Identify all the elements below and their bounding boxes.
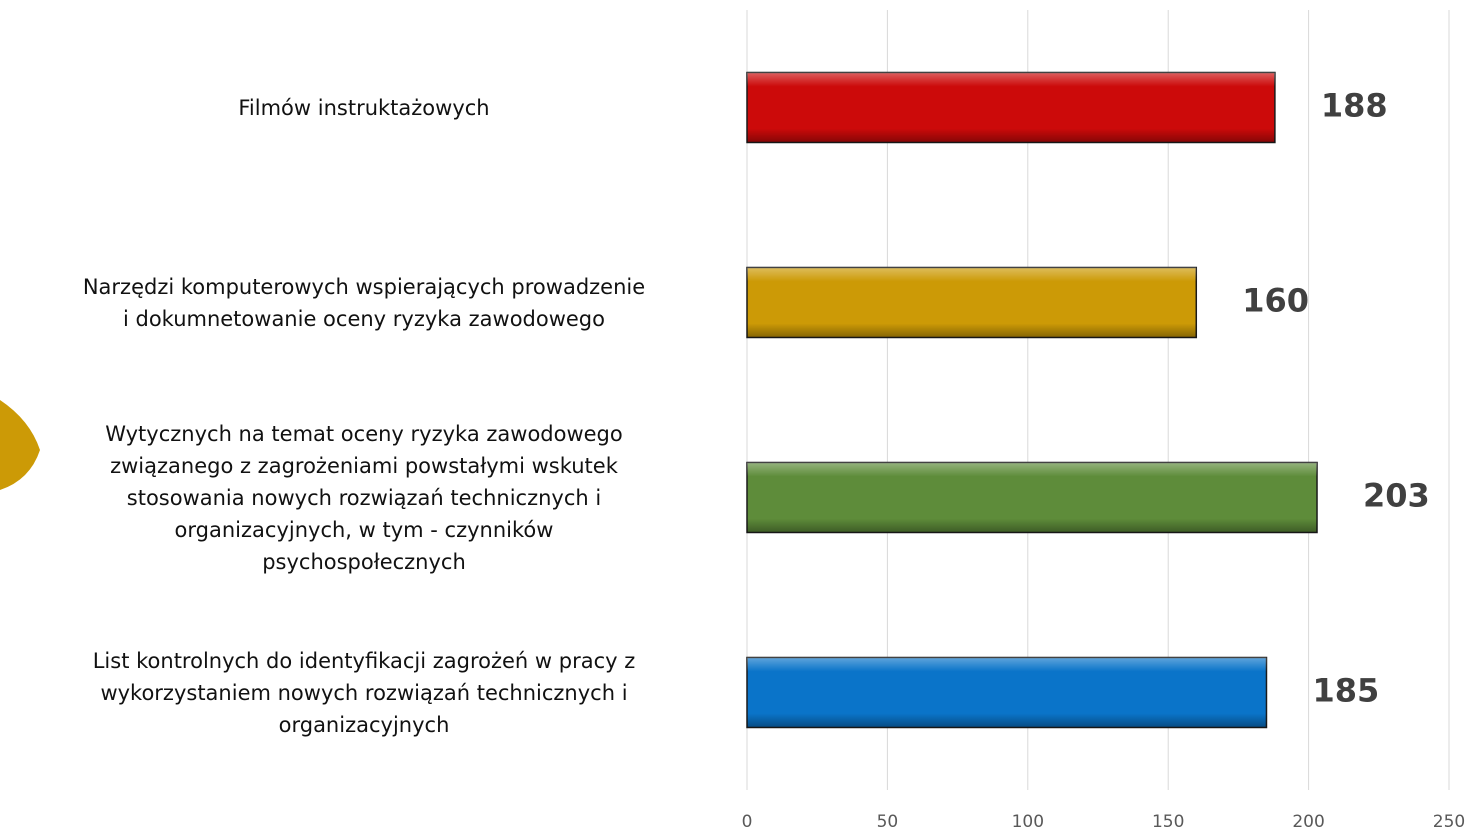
- x-tick-label: 50: [877, 812, 899, 831]
- data-label: 160: [1242, 282, 1309, 320]
- x-tick-label: 250: [1433, 812, 1465, 831]
- bar-shade: [747, 72, 1275, 143]
- x-tick-label: 100: [1012, 812, 1044, 831]
- data-label: 203: [1363, 477, 1430, 515]
- data-label: 188: [1321, 87, 1388, 125]
- x-tick-label: 150: [1152, 812, 1184, 831]
- x-tick-label: 200: [1292, 812, 1324, 831]
- category-label: List kontrolnych do identyfikacji zagroż…: [92, 648, 636, 737]
- bar-shade: [747, 462, 1318, 533]
- bar-shade: [747, 267, 1197, 338]
- category-label: Wytycznych na temat oceny ryzyka zawodow…: [105, 421, 623, 574]
- decoration: [0, 400, 40, 490]
- x-tick-label: 0: [742, 812, 753, 831]
- category-label: Narzędzi komputerowych wspierających pro…: [82, 274, 646, 331]
- data-label: 185: [1312, 672, 1379, 710]
- category-label: Filmów instruktażowych: [238, 95, 490, 120]
- bar-shade: [747, 657, 1267, 728]
